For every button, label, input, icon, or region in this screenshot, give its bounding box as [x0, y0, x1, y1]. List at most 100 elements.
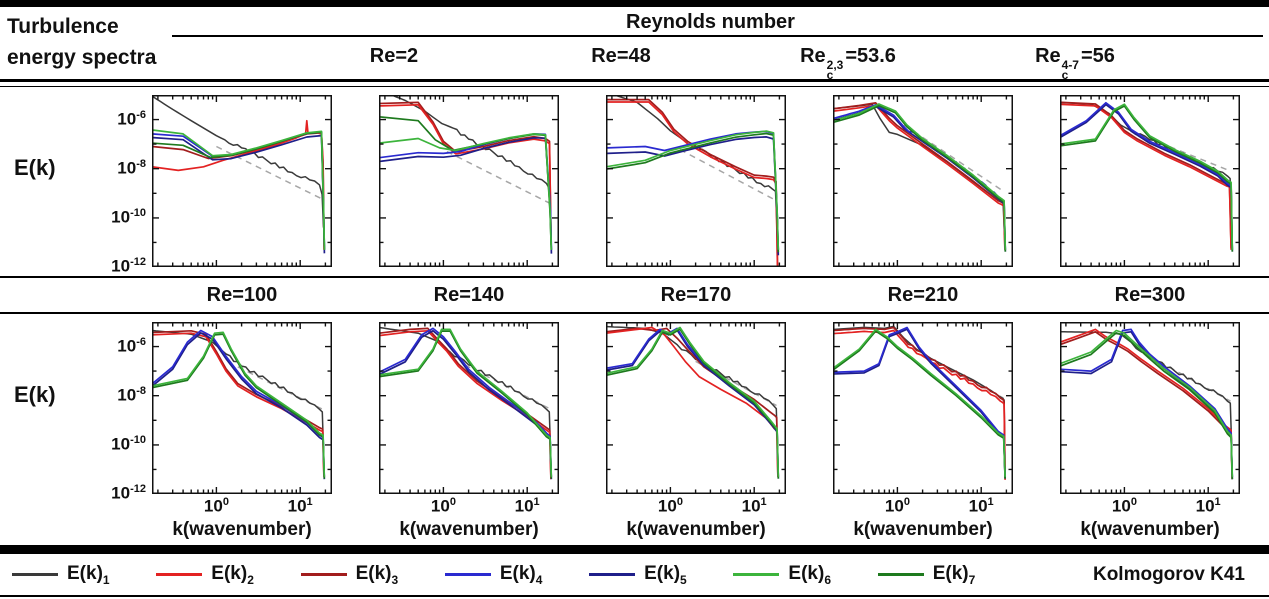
series-k41-line: [446, 150, 550, 204]
series-e7-line: [607, 328, 780, 479]
series-e1-line: [153, 96, 325, 228]
col-header-rec4-7-56: Re 4-7 c =56: [1035, 45, 1115, 82]
col-header-re-210: Re=210: [887, 284, 959, 306]
series-e7-line: [1061, 332, 1234, 480]
series-e3-line: [607, 327, 779, 477]
legend-label-e2: E(k)2: [211, 563, 254, 587]
plot-frame: [1060, 95, 1240, 267]
figure-title-line2: energy spectra: [7, 46, 157, 69]
legend-swatch-e3: [300, 573, 347, 577]
legend-swatch-e7: [877, 573, 924, 577]
series-e6-line: [1061, 103, 1234, 250]
x-axis-label: k(wavenumber): [626, 519, 766, 540]
plot-cell-re-48: [379, 95, 559, 267]
y-tick-label: 10-10: [111, 433, 146, 454]
reynolds-number-header: Reynolds number: [626, 11, 795, 33]
x-tick-label: 101: [514, 496, 540, 516]
x-tick-label: 100: [1111, 496, 1137, 516]
x-axis-label: k(wavenumber): [1080, 519, 1220, 540]
plot-rec2-3-53-6: [606, 95, 786, 267]
x-tick-label: 100: [657, 496, 683, 516]
plot-re-300: [1060, 322, 1240, 494]
plot-frame: [379, 322, 559, 494]
plot-re-170: [606, 322, 786, 494]
reynolds-underline: [172, 35, 1263, 37]
legend-item-e3: E(k)3: [300, 563, 398, 587]
column-headers-row-1: Re=2 Re=48 Re2,3c=53.6 Re4-7c=56 Re=68: [152, 37, 1269, 82]
x-axis-label: k(wavenumber): [172, 519, 312, 540]
y-tick-label: 10-6: [117, 108, 146, 129]
plot-frame: [1060, 322, 1240, 494]
axis-ticks: [607, 95, 785, 267]
x-tick-label: 101: [1195, 496, 1221, 516]
legend-item-e2: E(k)2: [156, 563, 254, 587]
series-e5-line: [153, 332, 326, 480]
plot-rec4-7-56: [833, 95, 1013, 267]
series-e2-line: [1061, 103, 1232, 250]
plots-row-2: E(k) 10-6 10-8 10-10 10-12 100 101 k(wavenumber…: [0, 314, 1269, 544]
x-tick-label: 100: [884, 496, 910, 516]
x-tick-row: 100 101: [379, 494, 559, 518]
plot-frame: [152, 322, 332, 494]
series-e3-line: [607, 98, 779, 266]
x-tick-label: 101: [968, 496, 994, 516]
legend-item-k41: Kolmogorov K41: [1022, 564, 1245, 586]
legend-label-e7: E(k)7: [932, 563, 976, 587]
plot-cell-re-300: 100 101 k(wavenumber): [1060, 322, 1240, 544]
series-e2-line: [607, 101, 779, 266]
series-k41-line: [679, 148, 777, 202]
series-e6-line: [380, 133, 553, 250]
legend-label-e6: E(k)6: [788, 563, 831, 587]
col-header-re-68: Re=68: [1212, 37, 1269, 75]
plot-frame: [152, 95, 332, 267]
legend-item-e7: E(k)7: [877, 563, 976, 587]
legend-divider-bar: [0, 545, 1269, 554]
axis-ticks: [1061, 322, 1239, 494]
legend-item-e4: E(k)4: [444, 563, 543, 587]
legend-item-e1: E(k)1: [12, 563, 110, 587]
series-e3-line: [380, 101, 552, 243]
legend-swatch-e5: [589, 573, 636, 577]
series-e7-line: [380, 330, 553, 479]
x-tick-row: 100 101: [1060, 494, 1240, 518]
legend-label-k41: Kolmogorov K41: [1092, 563, 1245, 585]
y-tick-label: 10-12: [111, 483, 146, 503]
legend-swatch-k41: [1022, 573, 1084, 576]
series-e7-line: [153, 333, 326, 479]
series-e4-line: [1061, 328, 1234, 477]
series-e2-line: [1061, 328, 1233, 477]
series-e6-line: [834, 103, 1007, 250]
column-headers-row-2: Re=100 Re=140 Re=170 Re=210 Re=300: [0, 278, 1269, 312]
plots-row-1: E(k) 10-6 10-8 10-10 10-12: [0, 90, 1269, 276]
plot-cell-re-140: 100 101 k(wavenumber): [379, 322, 559, 544]
legend-label-e1: E(k)1: [67, 563, 110, 587]
x-axis-label: k(wavenumber): [853, 519, 993, 540]
series-e4-line: [834, 326, 1006, 477]
plot-frame: [833, 322, 1013, 494]
y-tick-label: 10-6: [117, 335, 146, 356]
plot-cell-re-2: [152, 95, 332, 267]
x-tick-label: 101: [287, 496, 313, 516]
series-e2-line: [153, 332, 325, 477]
col-header-re-48: Re=48: [591, 45, 651, 67]
plot-cell-re-100: 100 101 k(wavenumber): [152, 322, 332, 544]
legend-label-e4: E(k)4: [499, 563, 543, 587]
y-tick-label: 10-10: [111, 206, 146, 227]
plot-re-100: [152, 322, 332, 494]
series-e7-line: [834, 330, 1006, 479]
x-tick-label: 100: [430, 496, 456, 516]
x-tick-label: 101: [741, 496, 767, 516]
series-e6-line: [153, 129, 326, 250]
y-axis-label: E(k): [14, 154, 56, 180]
axis-ticks: [834, 322, 1012, 494]
plot-frame: [606, 322, 786, 494]
y-tick-label: 10-12: [111, 256, 146, 276]
legend-label-e5: E(k)5: [644, 563, 687, 587]
header-divider-rule: [0, 79, 1269, 90]
series-k41-line: [216, 145, 324, 201]
series-e4-line: [380, 327, 553, 477]
top-rule: [0, 0, 1269, 7]
col-header-re-100: Re=100: [206, 284, 278, 306]
axis-ticks: [380, 322, 558, 494]
